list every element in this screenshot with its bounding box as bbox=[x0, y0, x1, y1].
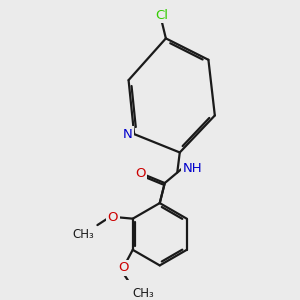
Text: N: N bbox=[123, 128, 133, 141]
Text: O: O bbox=[118, 261, 128, 274]
Text: NH: NH bbox=[183, 162, 202, 175]
Text: Cl: Cl bbox=[155, 8, 168, 22]
Text: O: O bbox=[107, 211, 118, 224]
Text: O: O bbox=[135, 167, 146, 180]
Text: CH₃: CH₃ bbox=[132, 287, 154, 300]
Text: CH₃: CH₃ bbox=[72, 228, 94, 242]
